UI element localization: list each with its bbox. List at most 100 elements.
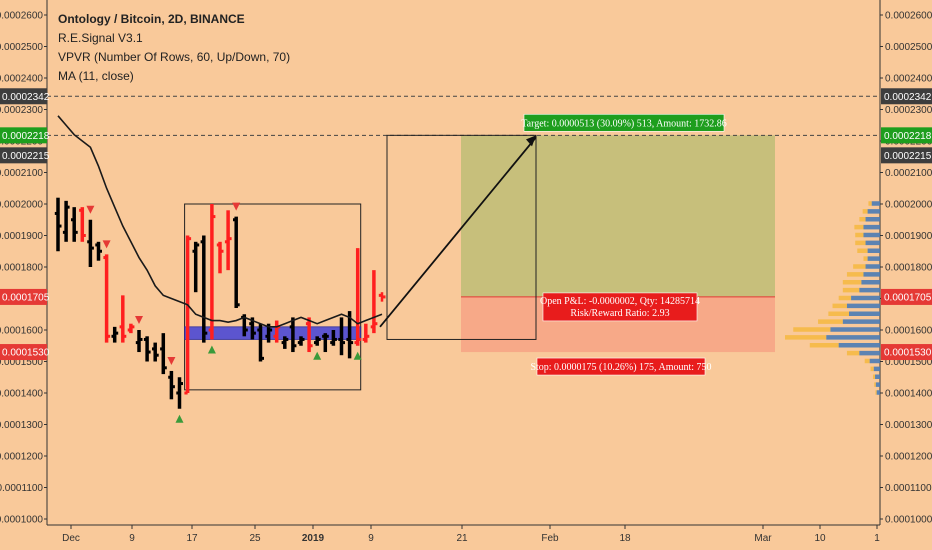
price-badge-right: 0.0001530 [884,348,932,359]
vpvr-down-bar [868,201,872,206]
target-label: Target: 0.0000513 (30.09%) 513, Amount: … [521,118,727,129]
vpvr-down-bar [842,280,862,285]
y-tick-label-left: 0.0002500 [0,42,43,53]
y-tick-label-right: 0.0001800 [885,263,932,274]
y-tick-label-right: 0.0001900 [885,231,932,242]
vpvr-up-bar [863,232,880,238]
vpvr-down-bar [828,311,850,316]
pnl-label: Open P&L: -0.0000002, Qty: 14285714 [540,296,700,307]
x-tick-label: 25 [249,533,261,544]
price-badge-right-bg [881,147,932,164]
vpvr-up-bar [861,280,880,285]
pnl-label-group: Open P&L: -0.0000002, Qty: 14285714Risk/… [540,292,700,322]
vpvr-down-bar [870,366,874,372]
signal-up-icon [207,345,216,354]
vpvr-up-bar [867,248,880,253]
vpvr-down-bar [864,358,870,364]
x-tick-label: 2019 [302,533,325,544]
y-tick-label-left: 0.0002100 [0,168,43,179]
stop-label-bg [536,357,706,376]
signal-down-icon [167,356,176,365]
signal-down-icon [135,316,143,324]
price-badge-right-bg [881,127,932,144]
y-tick-label-right: 0.0001300 [885,420,932,431]
target-zone [461,135,775,297]
stop-label: Stop: 0.0000175 (10.26%) 175, Amount: 75… [530,362,711,373]
x-tick-label: 21 [456,533,468,544]
y-tick-label-right: 0.0001400 [885,389,932,400]
vpvr-down-bar [832,303,847,309]
y-tick-label-right: 0.0001100 [885,483,932,494]
vpvr-down-bar [785,335,827,340]
vpvr-up-bar [867,256,880,261]
indicator-vpvr[interactable]: VPVR (Number Of Rows, 60, Up/Down, 70) [58,50,291,64]
price-badge-left: 0.0001705 [2,292,50,303]
vpvr-down-bar [846,272,864,277]
y-tick-label-left: 0.0001400 [0,389,43,400]
vpvr-up-bar [876,390,880,395]
price-badge-left-bg [0,147,47,164]
x-tick-label: 17 [186,533,198,544]
y-tick-label-left: 0.0001100 [0,483,43,494]
vpvr-up-bar [863,224,880,230]
y-tick-label-left: 0.0001800 [0,263,43,274]
vpvr-down-bar [818,319,843,324]
price-badge-left-bg [0,344,47,361]
vpvr-down-bar [874,382,876,387]
y-tick-label-left: 0.0002400 [0,74,43,85]
vpvr-up-bar [838,343,880,348]
vpvr-up-bar [826,335,880,340]
price-badge-left-bg [0,288,47,305]
vpvr-down-bar [859,217,866,222]
vpvr-down-bar [875,390,877,395]
y-tick-label-left: 0.0001200 [0,452,43,463]
vpvr-up-bar [849,311,880,316]
price-badge-right: 0.0001705 [884,292,932,303]
vpvr-down-bar [855,240,866,246]
vpvr-up-bar [846,303,880,309]
indicator-ma[interactable]: MA (11, close) [58,69,134,83]
vpvr-up-bar [851,295,880,301]
y-tick-label-left: 0.0002300 [0,105,43,116]
signal-down-icon [232,202,241,211]
vpvr-down-bar [863,256,868,261]
price-badge-left: 0.0001530 [2,348,50,359]
chart-legend: Ontology / Bitcoin, 2D, BINANCE R.E.Sign… [58,10,290,86]
x-tick-label: Feb [541,533,559,544]
vpvr-down-bar [846,350,860,356]
vpvr-down-bar [853,264,866,269]
stop-label-group: Stop: 0.0000175 (10.26%) 175, Amount: 75… [530,357,712,376]
x-tick-label: 9 [129,533,135,544]
y-tick-label-right: 0.0001500 [885,357,932,368]
y-tick-label-left: 0.0002600 [0,11,43,22]
y-tick-label-left: 0.0001900 [0,231,43,242]
y-tick-label-right: 0.0002600 [885,11,932,22]
range-box [184,203,362,391]
y-tick-label-left: 0.0001000 [0,515,43,526]
projection-arrow-head [526,135,536,147]
vpvr-up-bar [867,209,880,214]
vpvr-up-bar [863,272,880,277]
vpvr-up-bar [830,327,880,332]
indicator-re-signal[interactable]: R.E.Signal V3.1 [58,31,143,45]
x-tick-label: Mar [754,533,772,544]
vpvr-up-bar [875,374,880,379]
y-tick-label-right: 0.0002000 [885,200,932,211]
vpvr-down-bar [857,248,868,253]
y-tick-label-left: 0.0001600 [0,326,43,337]
projection-arrow-line [379,136,537,328]
vpvr-up-bar [871,201,880,206]
price-badge-right: 0.0002215 [884,151,932,162]
vpvr-up-bar [865,217,880,222]
price-badge-left: 0.0002215 [2,151,50,162]
x-tick-label: Dec [62,533,80,544]
y-tick-label-left: 0.0001500 [0,357,43,368]
vpvr-up-bar [865,264,880,269]
price-badge-left-bg [0,127,47,144]
moving-average-line [57,115,383,328]
y-tick-label-left: 0.0002000 [0,200,43,211]
target-label-group: Target: 0.0000513 (30.09%) 513, Amount: … [521,114,727,132]
projection-box [386,134,537,340]
